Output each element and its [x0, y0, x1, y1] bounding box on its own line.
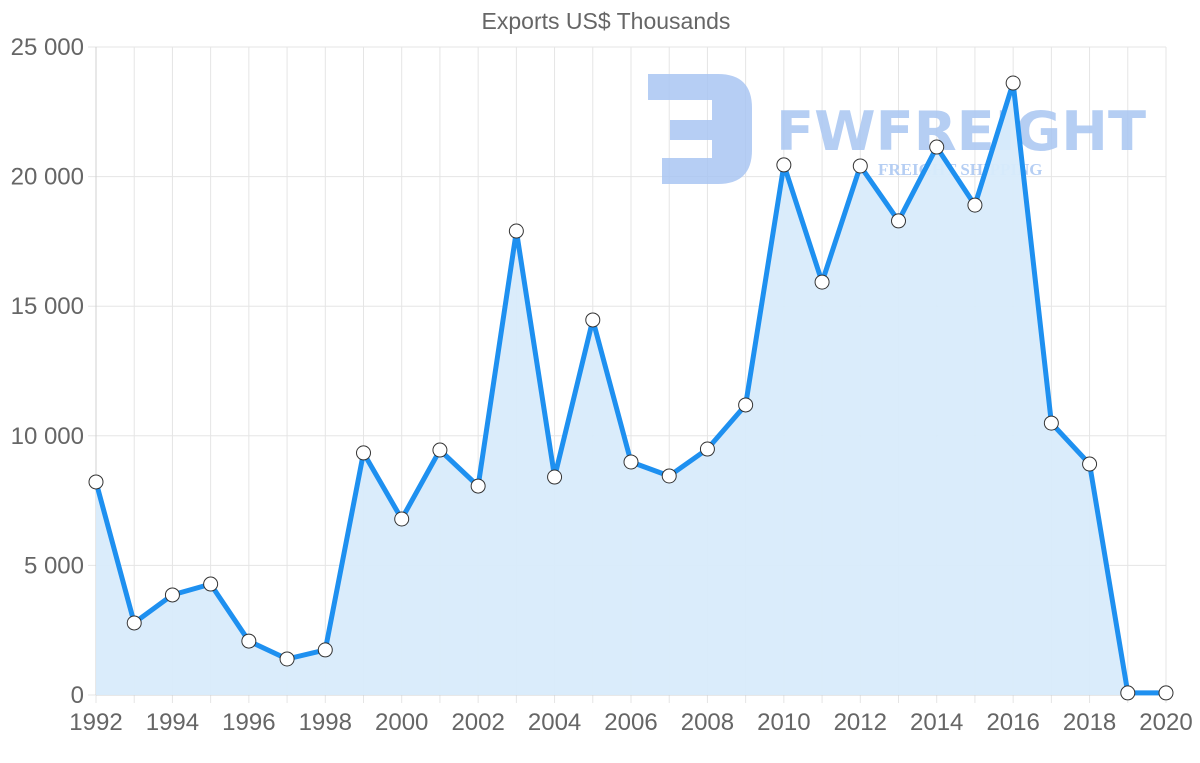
data-points [88, 75, 1174, 701]
x-tick-label: 2006 [604, 709, 657, 736]
data-point[interactable] [585, 312, 601, 328]
y-axis: 0 5 000 10 000 15 000 20 000 25 000 [11, 34, 84, 709]
x-tick-label: 2020 [1139, 709, 1192, 736]
x-tick-label: 2010 [757, 709, 810, 736]
data-point[interactable] [699, 441, 715, 457]
data-point[interactable] [738, 397, 754, 413]
data-point[interactable] [1043, 415, 1059, 431]
x-tick-label: 1994 [146, 709, 199, 736]
data-point[interactable] [852, 158, 868, 174]
x-tick-label: 2014 [910, 709, 963, 736]
data-point[interactable] [891, 213, 906, 229]
x-tick-label: 2000 [375, 709, 428, 736]
x-tick-label: 1998 [299, 709, 352, 736]
data-point[interactable] [88, 474, 104, 490]
data-point[interactable] [470, 478, 486, 494]
data-point[interactable] [547, 469, 563, 485]
chart-title: Exports US$ Thousands [481, 8, 731, 34]
data-point[interactable] [814, 274, 830, 290]
data-point[interactable] [241, 633, 257, 649]
data-point[interactable] [623, 454, 639, 470]
data-point[interactable] [164, 587, 180, 603]
data-point[interactable] [776, 157, 792, 173]
x-tick-label: 2004 [528, 709, 581, 736]
x-tick-label: 2016 [986, 709, 1039, 736]
data-point[interactable] [1005, 75, 1021, 91]
data-point[interactable] [967, 197, 983, 213]
x-axis: 1992 1994 1996 1998 2000 2002 2004 2006 2008 2010… [69, 709, 1192, 736]
data-point[interactable] [508, 223, 524, 239]
y-tick-label: 25 000 [11, 34, 84, 61]
watermark-brand: FWFREIGHT [776, 100, 1146, 163]
data-point[interactable] [279, 651, 295, 667]
data-point[interactable] [317, 642, 333, 658]
data-point[interactable] [929, 139, 945, 155]
y-tick-label: 10 000 [11, 423, 84, 450]
area-fill [96, 83, 1166, 695]
data-point[interactable] [661, 468, 677, 484]
x-tick-label: 2018 [1063, 709, 1116, 736]
data-point[interactable] [1082, 456, 1098, 472]
data-point[interactable] [1158, 685, 1174, 701]
x-tick-label: 1996 [222, 709, 275, 736]
x-tick-label: 2002 [451, 709, 504, 736]
x-tick-label: 1992 [69, 709, 122, 736]
data-point[interactable] [126, 615, 142, 631]
data-point[interactable] [1120, 685, 1136, 701]
y-tick-label: 20 000 [11, 164, 84, 191]
x-tick-label: 2012 [834, 709, 887, 736]
y-tick-label: 0 [71, 682, 84, 709]
watermark-logo: FWFREIGHT FREIGHT SHIPPING [648, 74, 1146, 184]
data-point[interactable] [203, 576, 219, 592]
y-tick-label: 5 000 [24, 552, 84, 579]
data-point[interactable] [432, 442, 448, 458]
data-point[interactable] [356, 445, 371, 461]
x-tick-label: 2008 [681, 709, 734, 736]
y-tick-label: 15 000 [11, 293, 84, 320]
logo-mark-icon [648, 74, 752, 184]
data-point[interactable] [394, 511, 410, 527]
